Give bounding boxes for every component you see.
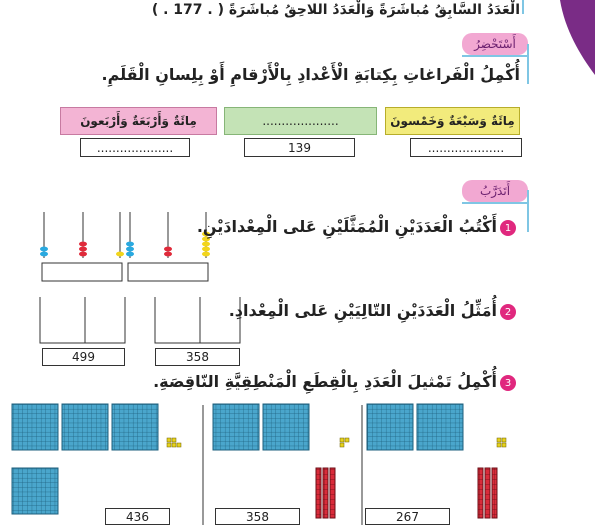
bead [164,251,172,257]
bead [202,246,210,252]
bead [126,251,134,257]
bead [79,241,87,247]
number-box: .................... [80,138,190,157]
bead [116,251,124,257]
badge: أَسْتَحْضِرُ [474,37,516,51]
number-box: 499 [42,348,125,366]
number-box: .................... [410,138,522,157]
badge: أَتَدَرَّبُ [479,184,511,198]
instruction: أُكْمِلُ الْفَراغاتِ بِكِتابَةِ الْأَعْد… [101,65,520,84]
bead [202,251,210,257]
exercise-number: 3 [504,377,512,389]
number-box: 358 [155,348,240,366]
number-box: 267 [365,508,450,525]
exercise-number: 2 [504,306,512,318]
bead [126,241,134,247]
exercise-text: أَكْتُبُ الْعَدَدَيْنِ الْمُمَثَّلَيْنِ … [196,217,497,236]
bead [79,246,87,252]
bead [40,251,48,257]
bead [202,231,210,237]
bead [40,246,48,252]
header-text: الْعَدَدُ السَّابِقُ مُباشَرَةً وَالْعَد… [151,2,520,18]
number-box: 358 [215,508,300,525]
bead [79,251,87,257]
bead [202,236,210,242]
bead [202,241,210,247]
exercise-number: 1 [504,222,512,234]
number-box: 436 [105,508,170,525]
exercise-text: أُمَثِّلُ الْعَدَدَيْنِ التّالِيَيْنِ عَ… [228,301,497,320]
exercise-text: أُكْمِلُ تَمْثيلَ الْعَدَدِ بِالْقِطَعِ … [153,372,497,391]
number-box: 139 [244,138,355,157]
word-card: مِائَةٌ وَأَرْبَعَةٌ وَأَرْبَعونَ [60,107,217,135]
word-card: .................... [224,107,377,135]
word-card: مِائَةٌ وَسَبْعَةٌ وَخَمْسونَ [385,107,520,135]
bead [126,246,134,252]
bead [164,246,172,252]
